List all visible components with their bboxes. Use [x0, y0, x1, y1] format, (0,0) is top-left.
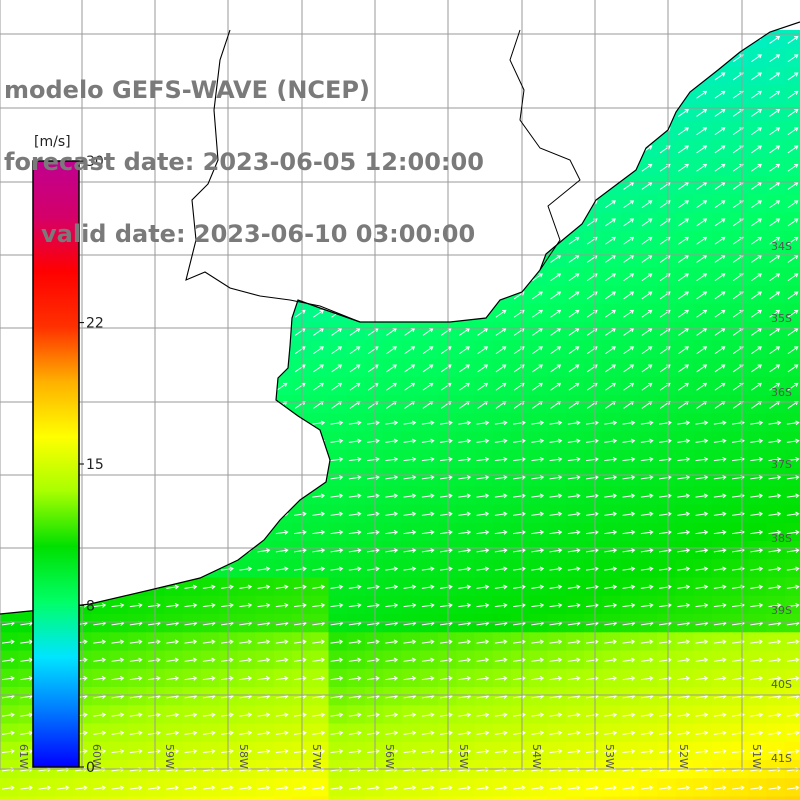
longitude-label: 51W	[750, 744, 763, 769]
colorbar: 30 22 15 8 0	[32, 154, 104, 776]
latitude-label: 36S	[771, 386, 792, 399]
longitude-label: 54W	[530, 744, 543, 769]
colorbar-tick-label: 0	[86, 760, 95, 776]
latitude-label: 39S	[771, 604, 792, 617]
title-forecast-date: forecast date: 2023-06-05 12:00:00	[4, 148, 484, 176]
colorbar-tick-label: 22	[86, 316, 104, 332]
longitude-label: 61W	[17, 744, 30, 769]
map-title: modelo GEFS-WAVE (NCEP) forecast date: 2…	[4, 30, 484, 294]
latitude-label: 34S	[771, 240, 792, 253]
latitude-label: 40S	[771, 678, 792, 691]
colorbar-tick-label: 15	[86, 457, 104, 473]
title-valid-date: valid date: 2023-06-10 03:00:00	[41, 220, 476, 248]
lat-lon-grid	[0, 0, 800, 770]
longitude-label: 56W	[383, 744, 396, 769]
latitude-label: 38S	[771, 532, 792, 545]
latitude-label: 35S	[771, 312, 792, 325]
colorbar-ticks: 30 22 15 8 0	[79, 154, 104, 776]
land-mask	[0, 0, 800, 614]
longitude-label: 53W	[603, 744, 616, 769]
colorbar-tick-label: 8	[86, 598, 95, 614]
longitude-labels: 61W 60W 59W 58W 57W 56W 55W 54W 53W 52W 51W	[17, 744, 763, 769]
longitude-label: 58W	[237, 744, 250, 769]
longitude-label: 60W	[90, 744, 103, 769]
colorbar-tick-label: 30	[86, 154, 104, 170]
latitude-label: 37S	[771, 458, 792, 471]
longitude-label: 57W	[310, 744, 323, 769]
longitude-label: 52W	[677, 744, 690, 769]
longitude-label: 59W	[163, 744, 176, 769]
colorbar-unit: [m/s]	[34, 134, 71, 150]
coastline	[0, 21, 800, 615]
colorbar-gradient	[32, 160, 80, 768]
latitude-label: 41S	[771, 752, 792, 765]
latitude-labels: 34S 35S 36S 37S 38S 39S 40S 41S	[771, 240, 792, 765]
longitude-label: 55W	[457, 744, 470, 769]
title-model: modelo GEFS-WAVE (NCEP)	[4, 76, 370, 104]
